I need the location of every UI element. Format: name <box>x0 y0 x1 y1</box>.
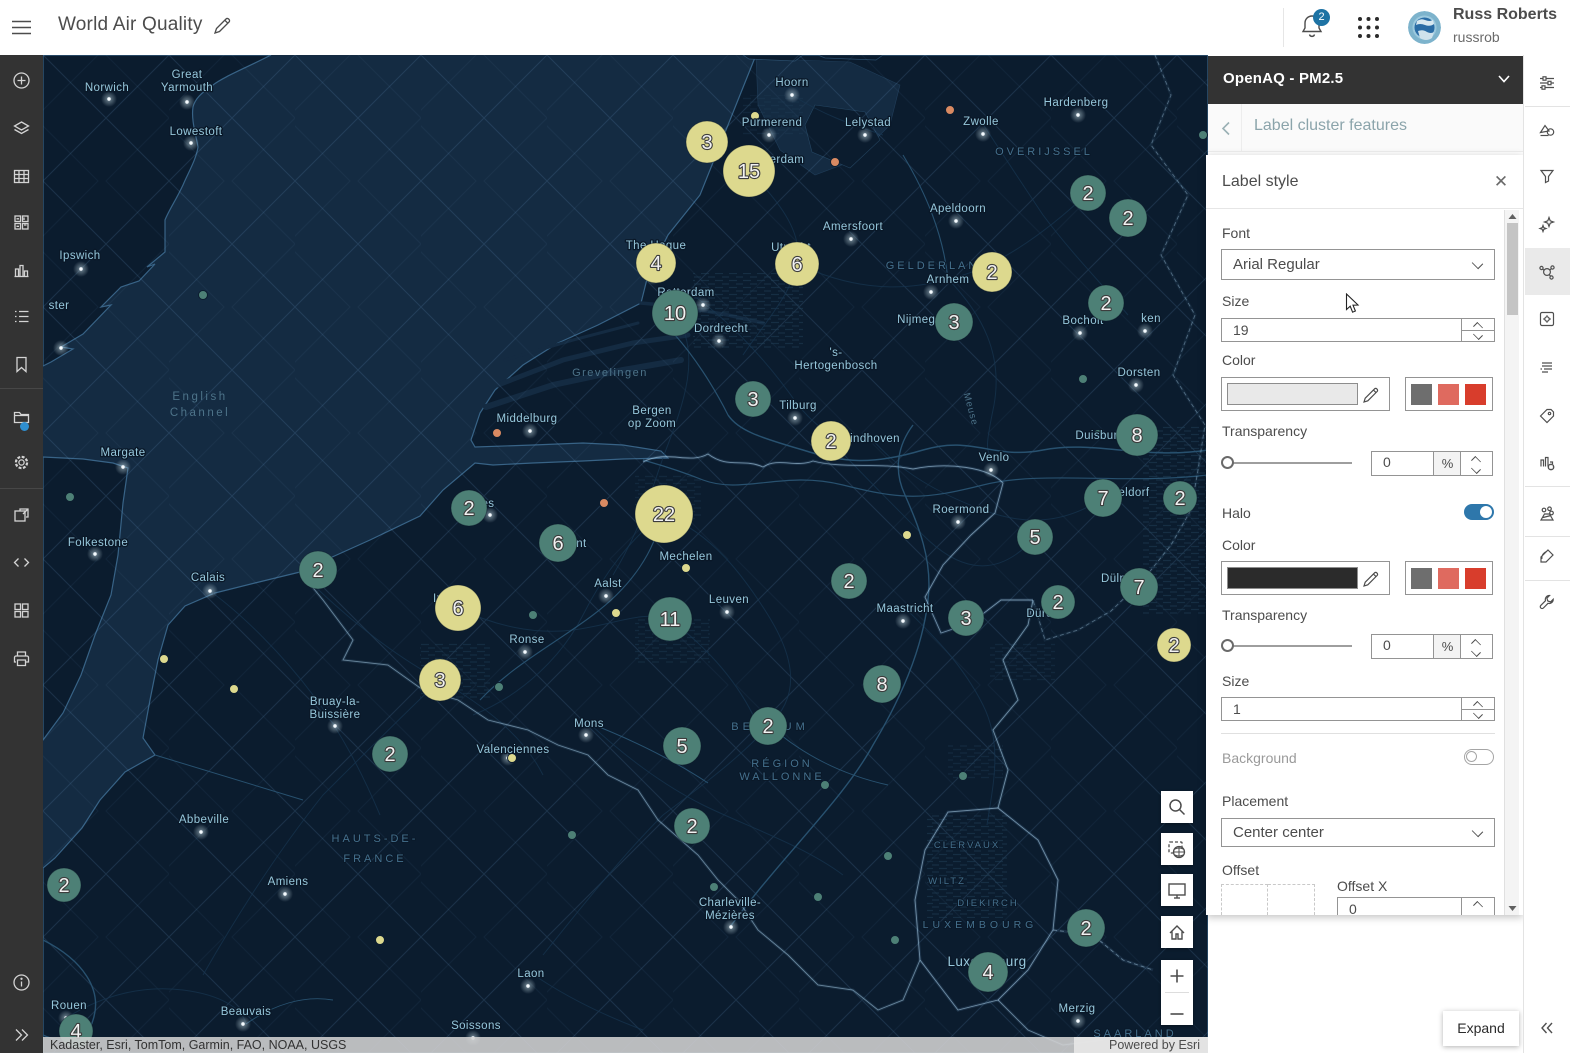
svg-text:2: 2 <box>384 744 395 766</box>
svg-text:3: 3 <box>701 132 712 154</box>
svg-text:Venlo: Venlo <box>979 452 1010 464</box>
svg-text:Bruay-la-: Bruay-la- <box>310 696 360 708</box>
svg-text:DIEKIRCH: DIEKIRCH <box>957 898 1018 909</box>
svg-text:6: 6 <box>452 598 463 620</box>
svg-text:Zwolle: Zwolle <box>963 116 999 128</box>
svg-text:2: 2 <box>58 875 69 897</box>
svg-text:2: 2 <box>762 716 773 738</box>
svg-text:WALLONNE: WALLONNE <box>739 771 824 783</box>
svg-text:Amersfoort: Amersfoort <box>823 221 884 233</box>
svg-text:Norwich: Norwich <box>85 82 129 94</box>
svg-text:Rouen: Rouen <box>51 1000 87 1012</box>
svg-text:WILTZ: WILTZ <box>928 876 966 887</box>
svg-text:Hertogenbosch: Hertogenbosch <box>794 360 877 372</box>
svg-text:Laon: Laon <box>517 968 544 980</box>
svg-text:Abbeville: Abbeville <box>179 814 229 826</box>
svg-text:2: 2 <box>1052 592 1063 614</box>
svg-text:Dordrecht: Dordrecht <box>694 323 748 335</box>
svg-text:Purmerend: Purmerend <box>742 117 803 129</box>
svg-text:Grevelingen: Grevelingen <box>572 367 648 379</box>
svg-text:Bergen: Bergen <box>632 405 671 417</box>
svg-text:5: 5 <box>1029 527 1040 549</box>
svg-text:11: 11 <box>660 609 681 631</box>
svg-text:4: 4 <box>650 253 661 275</box>
svg-text:2: 2 <box>1082 183 1093 205</box>
svg-text:6: 6 <box>791 254 802 276</box>
svg-text:2: 2 <box>1168 635 1179 657</box>
svg-text:Folkestone: Folkestone <box>68 537 128 549</box>
svg-text:3: 3 <box>747 389 758 411</box>
svg-text:English: English <box>172 391 227 403</box>
svg-text:Ipswich: Ipswich <box>59 250 100 262</box>
svg-text:2: 2 <box>1122 208 1133 230</box>
svg-text:HAUTS-DE-: HAUTS-DE- <box>332 833 419 845</box>
svg-text:Mézières: Mézières <box>705 910 755 922</box>
svg-text:Dorsten: Dorsten <box>1117 367 1160 379</box>
svg-text:2: 2 <box>1100 293 1111 315</box>
svg-text:FRANCE: FRANCE <box>343 853 406 865</box>
svg-text:ster: ster <box>49 300 70 312</box>
svg-text:Amiens: Amiens <box>268 876 309 888</box>
svg-text:Roermond: Roermond <box>933 504 990 516</box>
svg-text:Mechelen: Mechelen <box>659 551 712 563</box>
svg-text:Valenciennes: Valenciennes <box>477 744 550 756</box>
svg-text:CLERVAUX: CLERVAUX <box>934 840 1000 851</box>
svg-text:Tilburg: Tilburg <box>779 400 817 412</box>
svg-text:2: 2 <box>986 262 997 284</box>
svg-text:2: 2 <box>463 498 474 520</box>
svg-text:10: 10 <box>664 303 686 325</box>
svg-text:op Zoom: op Zoom <box>628 418 676 430</box>
svg-text:OVERIJSSEL: OVERIJSSEL <box>995 146 1093 158</box>
svg-text:3: 3 <box>434 670 445 692</box>
svg-text:Lelystad: Lelystad <box>845 117 891 129</box>
svg-text:22: 22 <box>653 504 675 526</box>
svg-text:8: 8 <box>876 674 887 696</box>
svg-text:Mons: Mons <box>574 718 604 730</box>
svg-text:'s-: 's- <box>830 347 843 359</box>
svg-text:2: 2 <box>825 431 836 453</box>
svg-text:2: 2 <box>1174 488 1185 510</box>
svg-text:Channel: Channel <box>170 407 230 419</box>
svg-text:Merzig: Merzig <box>1059 1003 1096 1015</box>
svg-text:Calais: Calais <box>191 572 225 584</box>
svg-text:Ronse: Ronse <box>509 634 544 646</box>
svg-text:Leuven: Leuven <box>709 594 749 606</box>
svg-text:7: 7 <box>1097 488 1108 510</box>
svg-text:3: 3 <box>960 608 971 630</box>
svg-text:Soissons: Soissons <box>451 1020 501 1032</box>
svg-text:Margate: Margate <box>101 447 146 459</box>
svg-text:5: 5 <box>676 736 687 758</box>
svg-text:15: 15 <box>738 161 760 183</box>
svg-text:Yarmouth: Yarmouth <box>161 82 213 94</box>
svg-text:2: 2 <box>312 560 323 582</box>
svg-text:LUXEMBOURG: LUXEMBOURG <box>923 919 1038 931</box>
svg-text:Hardenberg: Hardenberg <box>1044 97 1109 109</box>
svg-text:Middelburg: Middelburg <box>497 413 558 425</box>
svg-text:Hoorn: Hoorn <box>775 77 808 89</box>
svg-text:6: 6 <box>552 533 563 555</box>
svg-text:ken: ken <box>1141 313 1161 325</box>
svg-text:Lowestoft: Lowestoft <box>170 126 223 138</box>
svg-text:Buissière: Buissière <box>310 709 361 721</box>
svg-text:Arnhem: Arnhem <box>927 274 970 286</box>
svg-text:Maastricht: Maastricht <box>876 603 933 615</box>
svg-text:2: 2 <box>1080 918 1091 940</box>
svg-text:8: 8 <box>1131 425 1142 447</box>
svg-text:Great: Great <box>172 69 203 81</box>
svg-text:Apeldoorn: Apeldoorn <box>930 203 986 215</box>
svg-text:Bocholt: Bocholt <box>1062 315 1104 327</box>
svg-text:3: 3 <box>948 312 959 334</box>
svg-text:RÉGION: RÉGION <box>751 757 812 770</box>
svg-text:4: 4 <box>982 962 993 984</box>
svg-text:7: 7 <box>1133 577 1144 599</box>
svg-text:GELDERLAND: GELDERLAND <box>886 260 991 272</box>
svg-text:Charleville-: Charleville- <box>699 897 761 909</box>
svg-text:2: 2 <box>843 571 854 593</box>
svg-text:2: 2 <box>686 816 697 838</box>
svg-text:Duisburg: Duisburg <box>1075 430 1124 442</box>
svg-text:Eindhoven: Eindhoven <box>842 433 900 445</box>
svg-text:Beauvais: Beauvais <box>221 1006 272 1018</box>
svg-text:Aalst: Aalst <box>594 578 622 590</box>
